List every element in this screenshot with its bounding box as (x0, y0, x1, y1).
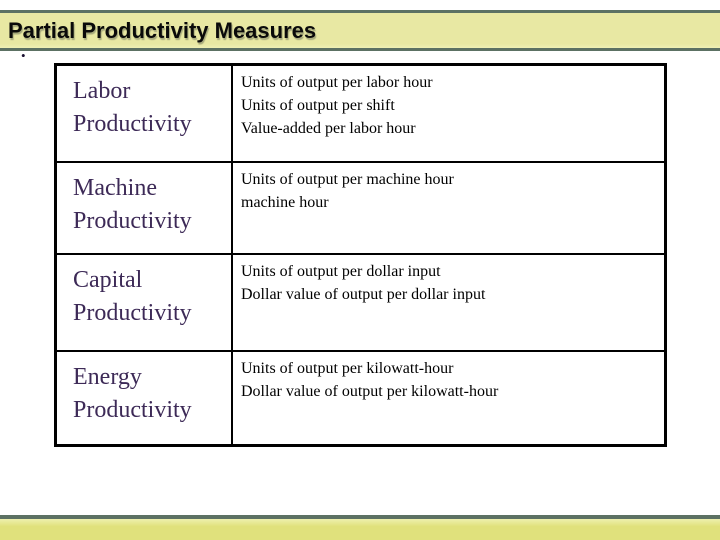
desc-line: Units of output per labor hour (241, 74, 433, 91)
table-row-capital: Capital Productivity Units of output per… (55, 253, 666, 352)
measure-desc-energy: Units of output per kilowatt-hour Dollar… (231, 350, 666, 446)
desc-line: Units of output per shift (241, 97, 395, 114)
table-row-machine: Machine Productivity Units of output per… (55, 161, 666, 255)
desc-line: Units of output per dollar input (241, 263, 441, 280)
desc-line: machine hour (241, 194, 329, 211)
measure-name-capital: Capital Productivity (55, 253, 233, 352)
bullet-dot: • (21, 48, 26, 63)
measure-name-machine: Machine Productivity (55, 161, 233, 255)
table-row-labor: Labor Productivity Units of output per l… (55, 64, 666, 163)
title-banner: Partial Productivity Measures (0, 10, 720, 51)
desc-line: Dollar value of output per kilowatt-hour (241, 383, 499, 400)
measure-desc-machine: Units of output per machine hour machine… (231, 161, 666, 255)
desc-line: Dollar value of output per dollar input (241, 286, 486, 303)
slide-title: Partial Productivity Measures (8, 18, 317, 43)
measure-desc-capital: Units of output per dollar input Dollar … (231, 253, 666, 352)
measure-name-energy: Energy Productivity (55, 350, 233, 446)
measure-name-labor: Labor Productivity (55, 64, 233, 163)
measure-desc-labor: Units of output per labor hour Units of … (231, 64, 666, 163)
desc-line: Units of output per machine hour (241, 171, 454, 188)
footer-bar (0, 515, 720, 540)
productivity-table: Labor Productivity Units of output per l… (54, 63, 667, 447)
desc-line: Value-added per labor hour (241, 120, 416, 137)
desc-line: Units of output per kilowatt-hour (241, 360, 454, 377)
table-row-energy: Energy Productivity Units of output per … (55, 350, 666, 446)
